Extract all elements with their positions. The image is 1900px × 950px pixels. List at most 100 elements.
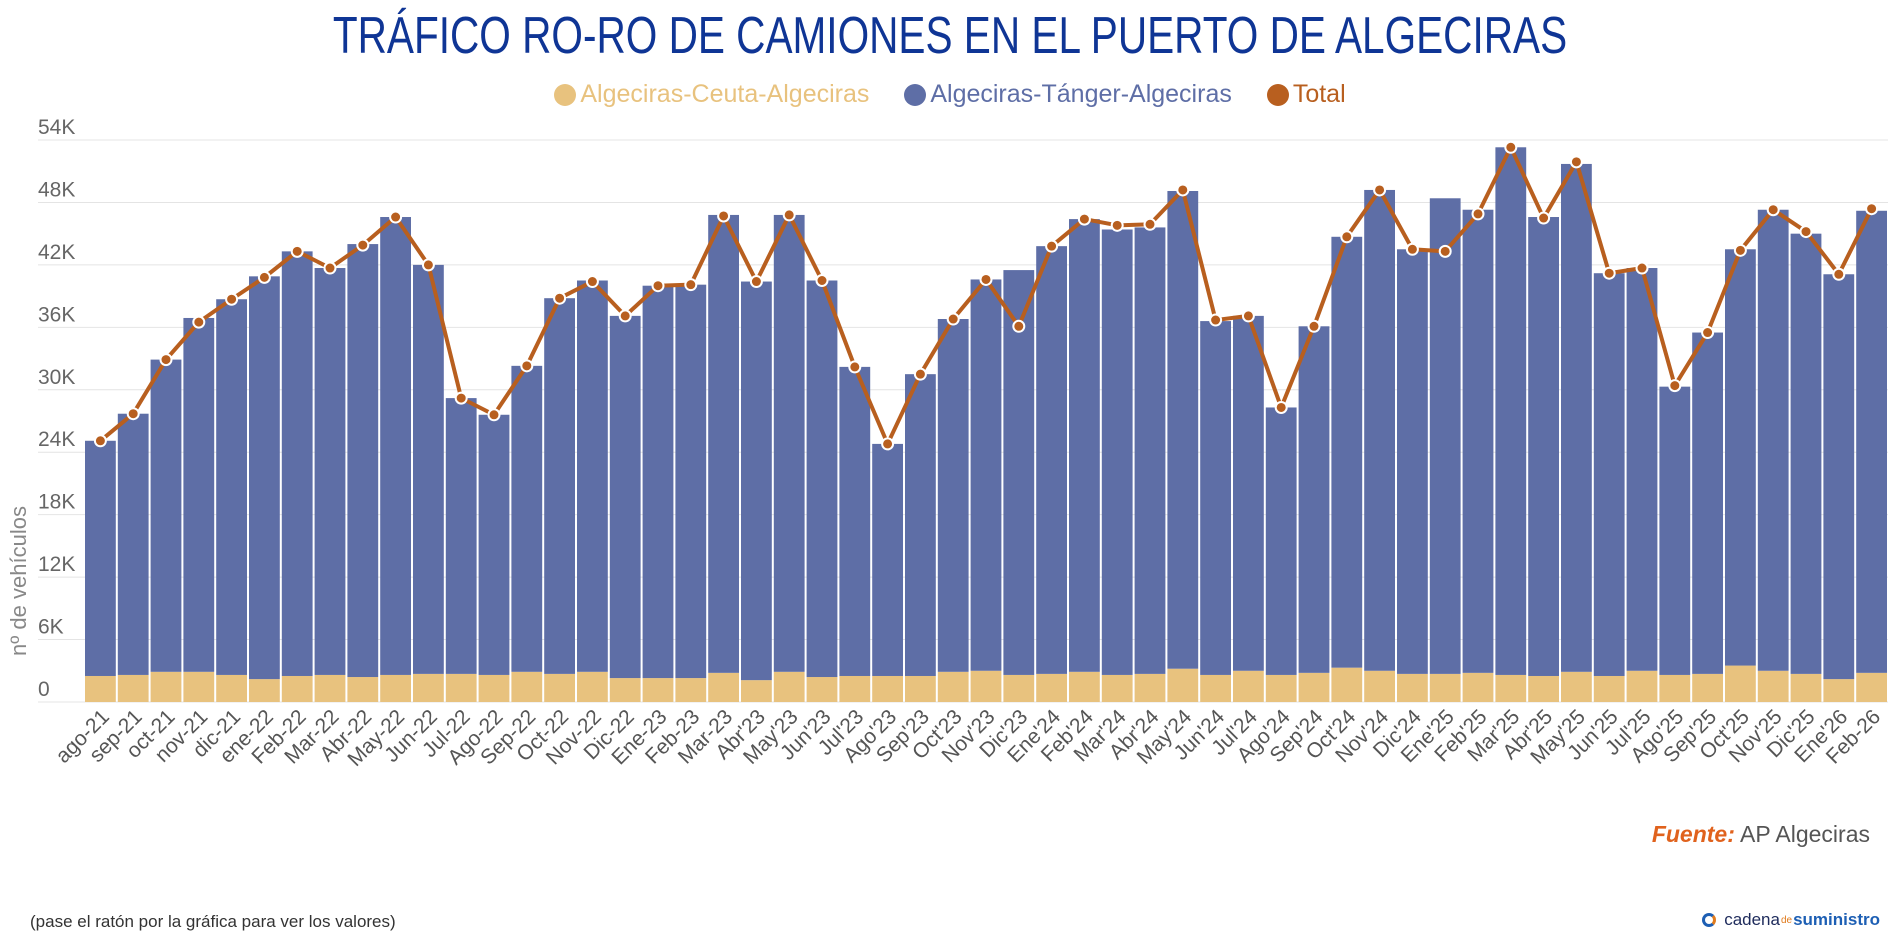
total-point xyxy=(979,272,993,286)
total-point xyxy=(1307,319,1321,333)
bar-ceuta xyxy=(1593,675,1625,702)
bar-ceuta xyxy=(1069,671,1100,702)
bar-ceuta xyxy=(642,678,674,702)
bar-tanger xyxy=(839,366,871,676)
legend-item-total[interactable]: Total xyxy=(1266,80,1346,109)
y-tick-label: 42K xyxy=(38,241,75,264)
total-point xyxy=(553,291,567,305)
bar-tanger xyxy=(773,214,805,672)
bar-tanger xyxy=(1134,227,1166,674)
bar-ceuta xyxy=(1528,675,1559,702)
bar-tanger xyxy=(1429,198,1461,674)
bar-tanger xyxy=(1298,326,1330,673)
total-point xyxy=(520,359,534,373)
bar-ceuta xyxy=(1265,674,1297,702)
total-point xyxy=(651,279,665,293)
bar-ceuta xyxy=(577,671,608,702)
bar-tanger xyxy=(741,281,772,681)
bar-ceuta xyxy=(741,680,772,702)
chart-title: TRÁFICO RO-RO DE CAMIONES EN EL PUERTO D… xyxy=(332,7,1568,65)
total-point xyxy=(1373,183,1387,197)
total-point xyxy=(1340,230,1354,244)
legend-label-total: Total xyxy=(1292,80,1346,108)
bar-tanger xyxy=(117,413,149,675)
bar-tanger xyxy=(1364,189,1395,671)
total-point xyxy=(585,275,599,289)
bar-ceuta xyxy=(380,674,411,702)
y-tick-label: 24K xyxy=(38,428,75,451)
total-point xyxy=(1865,202,1879,216)
bar-tanger xyxy=(1528,217,1559,676)
bar-tanger xyxy=(872,443,903,676)
bar-tanger xyxy=(1397,249,1428,674)
bar-ceuta xyxy=(609,678,641,702)
bar-ceuta xyxy=(1823,679,1855,702)
bar-tanger xyxy=(577,280,608,672)
bar-ceuta xyxy=(1757,670,1789,702)
bar-tanger xyxy=(1659,386,1691,675)
total-point xyxy=(717,209,731,223)
bar-ceuta xyxy=(1495,674,1527,702)
y-axis-label: nº de vehículos xyxy=(6,506,31,656)
legend: Algeciras-Ceuta-Algeciras Algeciras-Táng… xyxy=(0,80,1900,113)
total-point xyxy=(749,275,763,289)
total-point xyxy=(1241,309,1255,323)
bar-tanger xyxy=(249,276,280,680)
bar-tanger xyxy=(1593,273,1625,676)
bar-tanger xyxy=(1561,163,1592,672)
bar-ceuta xyxy=(249,679,280,702)
bar-ceuta xyxy=(1626,670,1658,702)
bar-tanger xyxy=(1003,270,1035,675)
bar-tanger xyxy=(1757,209,1789,671)
brand-logo[interactable]: cadena de suministro xyxy=(1702,910,1880,930)
total-point xyxy=(1209,313,1223,327)
legend-item-ceuta[interactable]: Algeciras-Ceuta-Algeciras xyxy=(554,80,869,109)
total-point xyxy=(1504,140,1518,154)
total-point xyxy=(454,391,468,405)
total-point xyxy=(1832,267,1846,281)
bar-ceuta xyxy=(708,672,739,702)
bar-ceuta xyxy=(511,671,543,702)
bar-tanger xyxy=(937,319,969,672)
bar-tanger xyxy=(1167,190,1199,669)
bar-ceuta xyxy=(544,673,575,702)
bar-ceuta xyxy=(773,671,805,702)
bar-ceuta xyxy=(1856,672,1887,702)
bar-ceuta xyxy=(1462,672,1494,702)
bar-tanger xyxy=(183,317,215,672)
legend-item-tanger[interactable]: Algeciras-Tánger-Algeciras xyxy=(904,80,1232,109)
y-tick-label: 6K xyxy=(38,616,64,639)
brand-icon xyxy=(1702,913,1717,927)
total-point xyxy=(257,270,271,284)
legend-swatch-total xyxy=(1266,83,1289,106)
total-point xyxy=(421,258,435,272)
bar-ceuta xyxy=(1725,665,1756,702)
bar-tanger xyxy=(642,285,674,679)
total-point xyxy=(1569,155,1583,169)
y-tick-label: 0 xyxy=(38,678,50,701)
bar-ceuta xyxy=(1134,673,1166,702)
bar-ceuta xyxy=(806,677,838,702)
bar-ceuta xyxy=(117,674,149,702)
bar-tanger xyxy=(609,315,641,679)
bar-ceuta xyxy=(347,677,379,702)
bar-ceuta xyxy=(1659,674,1691,702)
bar-ceuta xyxy=(314,674,346,702)
y-tick-label: 18K xyxy=(38,491,75,514)
bar-tanger xyxy=(1462,209,1494,673)
bar-tanger xyxy=(675,284,707,679)
bar-tanger xyxy=(314,268,346,675)
total-point xyxy=(1471,207,1485,221)
brand-end: suministro xyxy=(1793,910,1880,929)
total-point xyxy=(192,315,206,329)
bar-tanger xyxy=(1331,236,1363,668)
bar-tanger xyxy=(1069,219,1100,672)
total-point xyxy=(1701,326,1715,340)
legend-label-tanger: Algeciras-Tánger-Algeciras xyxy=(930,80,1232,108)
total-point xyxy=(389,210,403,224)
bar-ceuta xyxy=(1331,667,1363,702)
bar-ceuta xyxy=(1364,670,1395,702)
bar-tanger xyxy=(413,264,444,674)
bar-tanger xyxy=(445,398,477,674)
